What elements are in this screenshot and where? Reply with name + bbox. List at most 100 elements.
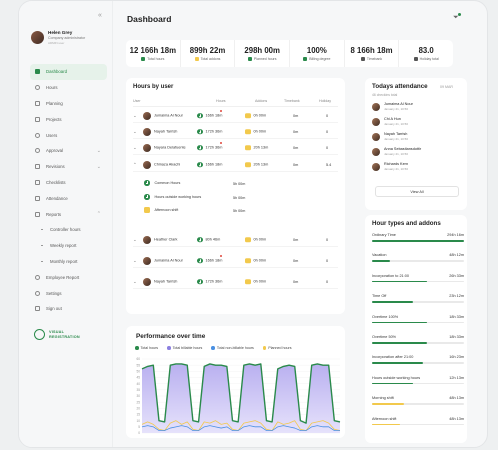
attendance-icon bbox=[35, 195, 40, 201]
addons-cell: 20h 13m bbox=[245, 144, 268, 151]
avatar bbox=[143, 143, 151, 152]
folder-icon bbox=[35, 116, 40, 122]
sidebar-item-checklists[interactable]: Checklists bbox=[30, 175, 107, 191]
checklist-icon bbox=[35, 179, 40, 185]
sidebar-item-sign-out[interactable]: Sign out bbox=[30, 301, 107, 317]
legend-label: Total billable hours bbox=[172, 346, 203, 350]
chevron-down-icon[interactable]: ⌄ bbox=[133, 144, 137, 150]
sidebar-item-label: Projects bbox=[46, 116, 62, 122]
holiday-value: 0 bbox=[326, 279, 329, 284]
grid-icon bbox=[35, 69, 40, 75]
sidebar-item-revisions[interactable]: Revisions ⌄ bbox=[30, 159, 107, 175]
sidebar-item-employee-report[interactable]: Employee Report bbox=[30, 269, 107, 285]
progress-fill bbox=[372, 382, 414, 385]
holiday-value: 0 bbox=[326, 145, 329, 150]
user-label: ADMIN user bbox=[48, 41, 65, 45]
attendance-person[interactable]: Richards Kern January 21, 10:50 bbox=[372, 162, 408, 171]
sidebar-item-settings[interactable]: Settings bbox=[30, 285, 107, 301]
brand-logo: VISUAL REGISTRATION bbox=[34, 329, 80, 340]
hours-cell: 166h 18m bbox=[197, 257, 222, 264]
stat-item: 12 166h 18m Total hours bbox=[126, 40, 181, 67]
sidebar-item-projects[interactable]: Projects bbox=[30, 111, 107, 127]
table-row[interactable]: ⌄ Nayah Tarrish 172h 36m 0h 00m 0m 0 bbox=[133, 275, 338, 289]
sub-row: Afternoon shift bbox=[144, 207, 178, 213]
clock-check-icon bbox=[197, 257, 203, 264]
person-name: Nayah Tarrish bbox=[384, 132, 408, 136]
sub-row-value: 5h 00m bbox=[233, 209, 246, 213]
sidebar-item-approval[interactable]: Approval ⌄ bbox=[30, 143, 107, 159]
avatar bbox=[143, 160, 151, 169]
user-name: Nayara Delafuente bbox=[154, 145, 186, 150]
stat-value: 8 166h 18m bbox=[350, 46, 393, 55]
addon-icon bbox=[245, 144, 251, 151]
hour-type-label: Vacation bbox=[372, 253, 387, 258]
table-row[interactable]: ⌄ Nayara Delafuente 172h 36m 20h 13m 0m 0 bbox=[133, 141, 338, 155]
hour-type-value: 16h 23m bbox=[449, 355, 464, 360]
addons-cell: 0h 00m bbox=[245, 278, 266, 285]
attendance-person[interactable]: Chi A Hun January 21, 10:50 bbox=[372, 117, 408, 126]
attendance-person[interactable]: Jumaima Al Nour January 21, 10:50 bbox=[372, 102, 413, 111]
hour-type-label: Incorporation to 21:00 bbox=[372, 273, 409, 278]
progress-track bbox=[372, 280, 464, 283]
hours-cell: 80h 46m bbox=[197, 236, 220, 243]
sidebar-item-planning[interactable]: Planning bbox=[30, 96, 107, 112]
checkin-time: January 21, 10:50 bbox=[384, 167, 409, 171]
chevron-up-icon[interactable]: ⌃ bbox=[133, 161, 137, 167]
progress-fill bbox=[372, 403, 405, 405]
user-name: Jumaima Al Nour bbox=[154, 113, 183, 118]
attendance-person[interactable]: Nayah Tarrish January 21, 10:50 bbox=[372, 132, 408, 141]
user-profile[interactable]: Helen Grey Company administrator ADMIN u… bbox=[31, 30, 85, 45]
sidebar-item-attendance[interactable]: Attendance bbox=[30, 190, 107, 206]
holiday-value: 0 bbox=[326, 129, 329, 134]
performance-card: Performance over time Total hours Total b… bbox=[126, 326, 345, 438]
users-icon bbox=[35, 132, 40, 138]
legend-swatch bbox=[262, 346, 267, 350]
y-tick-label: 5 bbox=[138, 425, 140, 429]
progress-track bbox=[372, 240, 464, 242]
sidebar-subitem-weekly-report[interactable]: Weekly report bbox=[30, 238, 107, 254]
view-all-button[interactable]: View All bbox=[375, 186, 459, 197]
sidebar-item-reports[interactable]: Reports ⌃ bbox=[30, 206, 107, 222]
sub-row-value: 5h 00m bbox=[233, 196, 246, 200]
chevron-down-icon[interactable]: ⌄ bbox=[133, 236, 137, 242]
stat-icon bbox=[413, 57, 418, 61]
table-row[interactable]: ⌄ Nayah Tarrish 172h 36m 0h 00m 0m 0 bbox=[133, 125, 338, 139]
sidebar-item-hours[interactable]: Hours bbox=[30, 80, 107, 96]
sub-row-label: Afternoon shift bbox=[154, 207, 179, 212]
sidebar-subitem-controller-hours[interactable]: Controller hours bbox=[30, 222, 107, 238]
stat-label: Holiday total bbox=[419, 57, 439, 61]
addons-value: 0h 00m bbox=[253, 237, 267, 242]
clock-check-icon bbox=[197, 128, 203, 135]
addons-cell: 0h 00m bbox=[245, 236, 267, 243]
progress-fill bbox=[372, 423, 400, 426]
stat-label: Timebank bbox=[366, 57, 383, 61]
table-row[interactable]: ⌄ Jumaima Al Nour 166h 18m 0h 00m 0m 0 bbox=[133, 254, 338, 268]
filter-icon[interactable]: ⏷ bbox=[453, 14, 459, 21]
sidebar-item-users[interactable]: Users bbox=[30, 127, 107, 143]
stat-label: Billing degree bbox=[309, 57, 331, 61]
addon-icon bbox=[245, 236, 251, 243]
sidebar-item-dashboard[interactable]: Dashboard bbox=[30, 64, 107, 80]
chevron-down-icon[interactable]: ⌄ bbox=[133, 128, 137, 134]
sidebar-subitem-monthly-report[interactable]: Monthly report bbox=[30, 254, 107, 270]
progress-fill bbox=[372, 260, 391, 262]
table-row[interactable]: ⌃ Chinaza Akachi 166h 18m 20h 13m 0m 5.4 bbox=[133, 158, 338, 172]
chevron-down-icon[interactable]: ⌄ bbox=[133, 278, 137, 284]
chevron-down-icon[interactable]: ⌄ bbox=[133, 257, 137, 263]
chevron-down-icon[interactable]: ⌄ bbox=[133, 112, 137, 118]
avatar bbox=[143, 256, 151, 265]
attendance-person[interactable]: Anna Sebastiansdottir January 21, 10:50 bbox=[372, 147, 421, 156]
list-icon bbox=[35, 164, 40, 170]
sidebar-item-label: Planning bbox=[46, 100, 63, 106]
collapse-sidebar-icon[interactable]: « bbox=[98, 12, 102, 19]
hour-type-label: Ordinary Time bbox=[372, 233, 396, 237]
stats-bar: 12 166h 18m Total hours 899h 22m Total addo… bbox=[126, 40, 453, 67]
column-header: Addons bbox=[255, 99, 268, 103]
table-row[interactable]: ⌄ Heather Clark 80h 46m 0h 00m 0m 0 bbox=[133, 233, 338, 247]
y-tick-label: 55 bbox=[136, 363, 140, 367]
avatar bbox=[372, 132, 380, 141]
stat-label-row: Billing degree bbox=[303, 57, 330, 61]
table-row[interactable]: ⌄ Jumaima Al Nour 166h 18m 0h 00m 0m 0 bbox=[133, 109, 338, 123]
addon-icon bbox=[245, 161, 251, 168]
sidebar-item-label: Settings bbox=[46, 290, 62, 296]
